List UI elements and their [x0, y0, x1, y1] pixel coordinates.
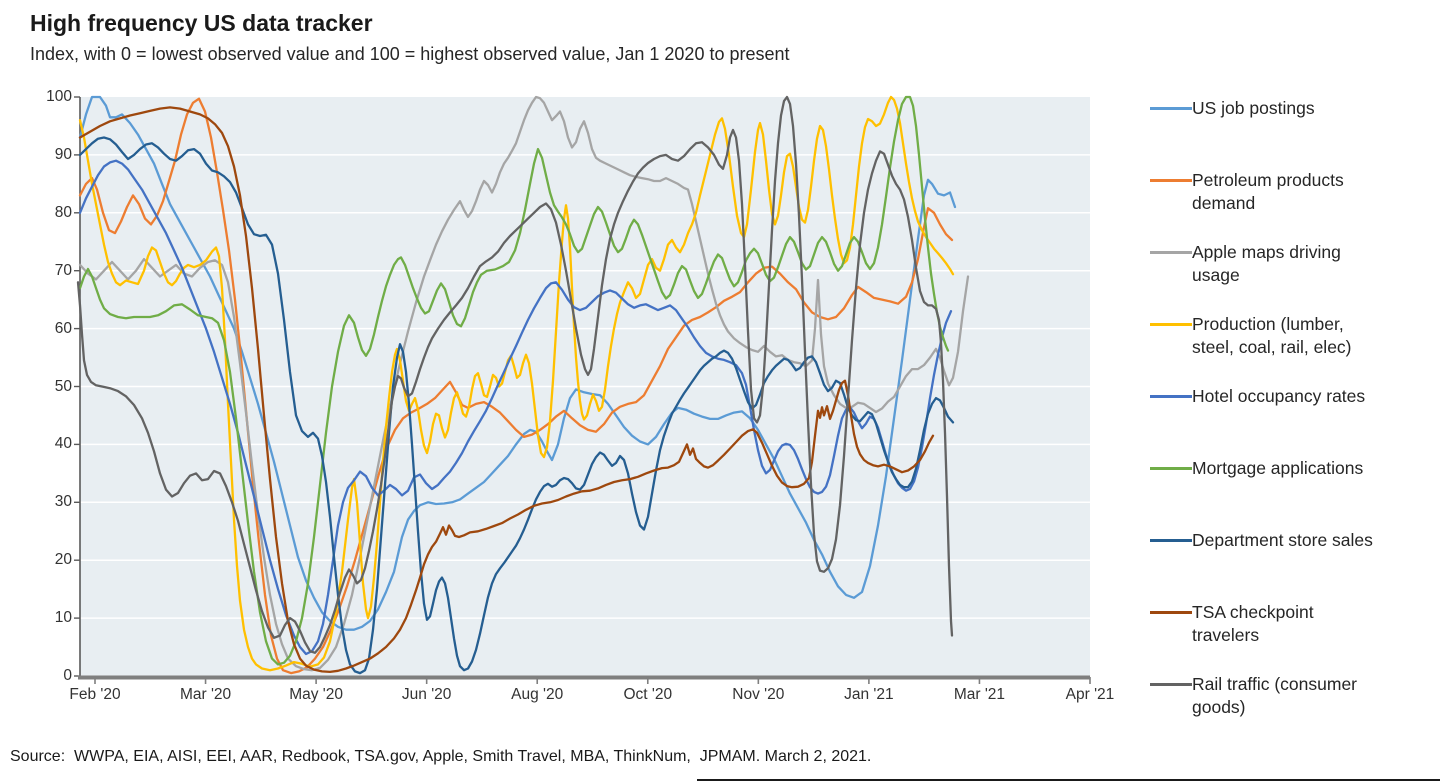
legend-line-swatch: [1150, 467, 1192, 470]
legend-item-us-job-postings: US job postings: [1150, 97, 1377, 120]
x-axis-label: Aug '20: [511, 686, 564, 703]
x-axis-label: Apr '21: [1065, 686, 1115, 703]
legend-label: Petroleum products demand: [1192, 170, 1344, 213]
x-axis-label: May '20: [289, 686, 343, 703]
legend-line-swatch: [1150, 179, 1192, 182]
legend-item-mortgage-applications: Mortgage applications: [1150, 457, 1377, 480]
y-axis-label: 60: [54, 319, 72, 337]
legend-label: Apple maps driving usage: [1192, 242, 1341, 285]
legend-label: Production (lumber, steel, coal, rail, e…: [1192, 314, 1352, 357]
legend-label: Rail traffic (consumer goods): [1192, 674, 1358, 717]
legend-line-swatch: [1150, 251, 1192, 254]
legend-item-production-lumber-steel-coal-rail-elec: Production (lumber, steel, coal, rail, e…: [1150, 313, 1377, 359]
x-axis-label: Mar '20: [179, 686, 232, 703]
chart-subtitle: Index, with 0 = lowest observed value an…: [30, 44, 790, 64]
bottom-edge-artifact: [697, 779, 1440, 781]
series-line-hotel-occupancy-rates: [78, 159, 953, 656]
legend-label: Department store sales: [1192, 530, 1373, 550]
series-line-production-lumber-steel-coal-rail-elec: [78, 95, 955, 672]
legend-line-swatch: [1150, 611, 1192, 614]
y-axis-label: 0: [63, 667, 72, 684]
chart-title: High frequency US data tracker: [30, 10, 373, 36]
legend-label: Mortgage applications: [1192, 458, 1364, 478]
x-axis-label: Jan '21: [844, 686, 894, 703]
y-axis-label: 30: [54, 493, 72, 511]
y-axis-label: 100: [46, 88, 72, 105]
y-axis-label: 10: [54, 609, 72, 627]
series-line-tsa-checkpoint-travelers: [78, 106, 935, 674]
series-line-apple-maps-driving-usage: [78, 95, 970, 672]
source-note: Source: WWPA, EIA, AISI, EEI, AAR, Redbo…: [10, 748, 872, 765]
legend-line-swatch: [1150, 323, 1192, 326]
legend-label: Hotel occupancy rates: [1192, 386, 1366, 406]
legend-label: US job postings: [1192, 98, 1315, 118]
series-line-mortgage-applications: [78, 95, 950, 666]
y-axis-label: 40: [54, 435, 72, 453]
y-axis-label: 70: [54, 261, 72, 279]
legend-item-tsa-checkpoint-travelers: TSA checkpoint travelers: [1150, 601, 1377, 647]
legend-item-department-store-sales: Department store sales: [1150, 529, 1377, 552]
series-line-rail-traffic-consumer-goods: [76, 95, 954, 654]
legend-line-swatch: [1150, 395, 1192, 398]
x-axis-label: Oct '20: [623, 686, 673, 703]
y-axis-label: 80: [54, 203, 72, 221]
legend-line-swatch: [1150, 683, 1192, 686]
legend-item-petroleum-products-demand: Petroleum products demand: [1150, 169, 1377, 215]
x-axis-label: Jun '20: [401, 686, 452, 703]
legend-item-apple-maps-driving-usage: Apple maps driving usage: [1150, 241, 1377, 287]
legend-line-swatch: [1150, 107, 1192, 110]
x-axis-label: Mar '21: [953, 686, 1006, 703]
y-axis-label: 50: [54, 377, 72, 395]
y-axis-label: 90: [54, 145, 72, 163]
x-axis-label: Nov '20: [732, 686, 785, 703]
y-axis-label: 20: [54, 551, 72, 569]
legend-item-hotel-occupancy-rates: Hotel occupancy rates: [1150, 385, 1377, 408]
legend-line-swatch: [1150, 539, 1192, 542]
series-line-department-store-sales: [78, 136, 955, 675]
legend-label: TSA checkpoint travelers: [1192, 602, 1314, 645]
x-axis-label: Feb '20: [69, 686, 121, 703]
legend-item-rail-traffic-consumer-goods: Rail traffic (consumer goods): [1150, 673, 1377, 719]
